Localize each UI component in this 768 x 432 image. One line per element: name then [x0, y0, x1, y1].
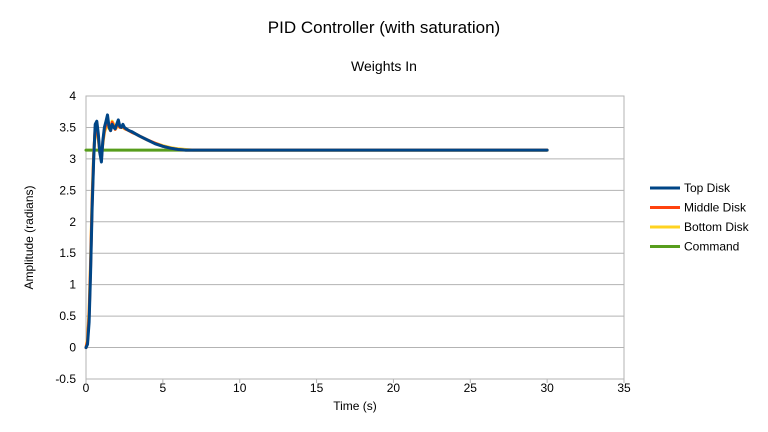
chart-subtitle: Weights In	[351, 58, 417, 74]
y-axis-ticks: -0.5 0 0.5 1 1.5 2 2.5 3 3.5 4	[55, 89, 76, 386]
chart-title: PID Controller (with saturation)	[267, 18, 501, 37]
x-tick-label: 0	[83, 381, 90, 395]
legend-label: Bottom Disk	[684, 220, 750, 234]
legend-label: Middle Disk	[684, 201, 747, 215]
x-tick-label: 10	[233, 381, 247, 395]
y-tick-label: -0.5	[55, 372, 76, 386]
y-tick-label: 2	[69, 215, 76, 229]
y-tick-label: 1	[69, 278, 76, 292]
x-tick-label: 35	[617, 381, 631, 395]
series-lines	[84, 113, 549, 350]
legend-label: Top Disk	[684, 181, 731, 195]
x-tick-label: 15	[310, 381, 324, 395]
x-axis-label: Time (s)	[333, 399, 377, 413]
y-tick-label: 2.5	[59, 183, 76, 197]
legend: Top Disk Middle Disk Bottom Disk Command	[650, 181, 750, 254]
y-tick-label: 0.5	[59, 309, 76, 323]
series-line-top-disk	[84, 113, 549, 350]
grid-lines	[86, 95, 624, 380]
x-tick-label: 20	[387, 381, 401, 395]
legend-label: Command	[684, 240, 739, 254]
y-tick-label: 0	[69, 341, 76, 355]
series-line-middle-disk	[84, 118, 549, 350]
plot-area	[85, 95, 625, 380]
x-axis-ticks: 0 5 10 15 20 25 30 35	[83, 379, 631, 395]
y-tick-label: 1.5	[59, 246, 76, 260]
series-line-bottom-disk	[84, 119, 549, 350]
y-tick-label: 4	[69, 89, 76, 103]
y-tick-label: 3.5	[59, 120, 76, 134]
x-tick-label: 25	[464, 381, 478, 395]
x-tick-label: 30	[540, 381, 554, 395]
y-axis-label: Amplitude (radians)	[22, 185, 36, 289]
x-tick-label: 5	[160, 381, 167, 395]
y-tick-label: 3	[69, 152, 76, 166]
